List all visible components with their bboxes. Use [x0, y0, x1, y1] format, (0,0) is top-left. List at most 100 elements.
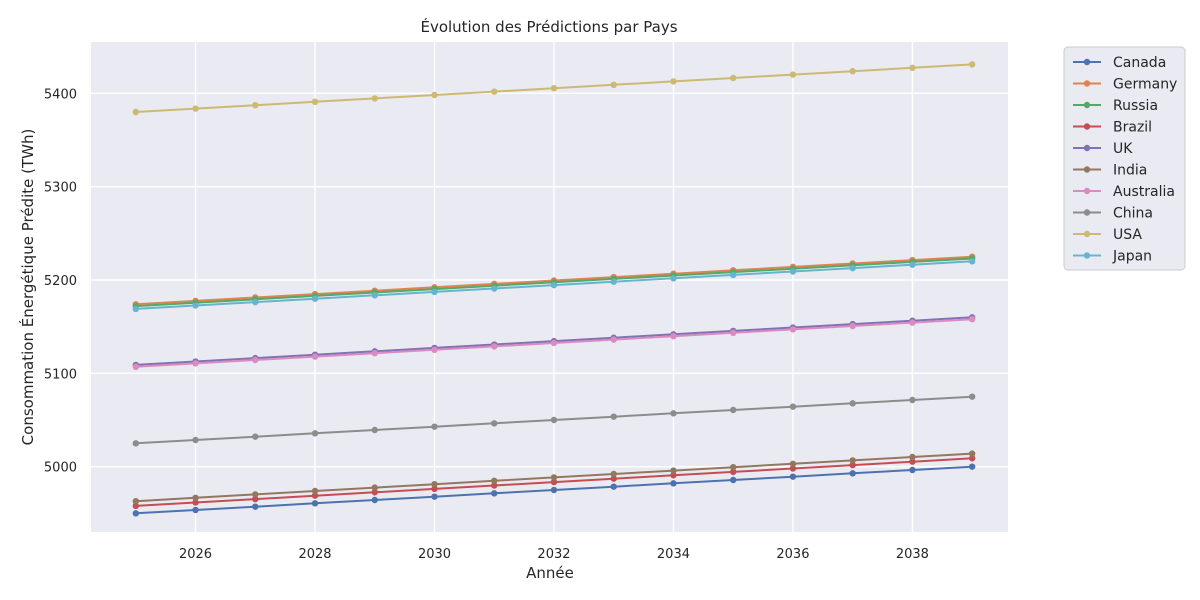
- data-point-australia: [789, 326, 797, 333]
- data-point-brazil: [252, 495, 259, 503]
- data-point-australia: [252, 356, 259, 364]
- y-tick-label: 5400: [44, 87, 77, 102]
- data-point-australia: [968, 316, 976, 323]
- data-point-usa: [909, 64, 916, 72]
- data-point-japan: [252, 298, 259, 306]
- x-axis-label: Année: [526, 564, 574, 582]
- data-point-brazil: [311, 492, 319, 499]
- data-point-usa: [311, 98, 319, 106]
- series-china: [132, 393, 976, 447]
- x-tick-label: 2032: [537, 547, 570, 562]
- y-tick-label: 5000: [44, 461, 77, 476]
- data-point-japan: [311, 295, 319, 302]
- series-australia: [132, 316, 976, 370]
- x-tick-labels: 2026 2028 2030 2032 2034 2036 2038: [179, 547, 929, 562]
- legend-item-china: China: [1073, 206, 1153, 222]
- data-point-india: [132, 498, 140, 505]
- series-brazil: [132, 455, 976, 510]
- data-point-china: [192, 436, 199, 444]
- data-point-japan: [729, 271, 737, 279]
- x-tick-label: 2038: [896, 547, 929, 562]
- data-point-india: [849, 457, 856, 464]
- data-point-usa: [729, 74, 737, 82]
- data-point-brazil: [192, 499, 199, 506]
- data-point-brazil: [849, 461, 856, 469]
- data-point-china: [789, 403, 797, 410]
- legend-label: Brazil: [1113, 120, 1152, 136]
- legend-label: Canada: [1113, 55, 1166, 71]
- plot-area-background: [91, 42, 1008, 532]
- data-point-australia: [192, 360, 199, 367]
- legend-label: UK: [1113, 141, 1133, 157]
- x-tick-label: 2026: [179, 547, 212, 562]
- data-point-japan: [670, 275, 677, 282]
- data-point-canada: [431, 493, 438, 500]
- data-point-canada: [789, 473, 797, 480]
- data-point-canada: [729, 476, 737, 484]
- data-point-japan: [132, 305, 140, 313]
- legend-swatch-marker: [1083, 187, 1091, 195]
- data-point-australia: [132, 363, 140, 370]
- data-point-usa: [252, 102, 259, 109]
- data-point-india: [729, 464, 737, 471]
- legend-label: Japan: [1112, 249, 1152, 265]
- data-point-canada: [192, 506, 199, 514]
- data-point-australia: [431, 346, 438, 353]
- y-tick-labels: 5000 5100 5200 5300 5400: [44, 87, 77, 475]
- data-point-china: [550, 416, 558, 424]
- data-point-australia: [610, 336, 617, 343]
- data-point-canada: [550, 486, 558, 494]
- data-point-australia: [491, 343, 498, 350]
- data-point-india: [431, 481, 438, 488]
- legend-box: [1063, 46, 1186, 271]
- legend-item-canada: Canada: [1073, 55, 1166, 71]
- legend-swatch-marker: [1083, 144, 1091, 152]
- data-point-china: [729, 406, 737, 414]
- series-india: [132, 450, 976, 505]
- data-point-usa: [968, 61, 976, 68]
- data-point-india: [550, 474, 558, 481]
- y-axis-label: Consommation Énergétique Prédite (TWh): [18, 129, 37, 446]
- data-point-japan: [550, 281, 558, 289]
- data-point-canada: [252, 503, 259, 510]
- legend-swatch-marker: [1083, 252, 1091, 259]
- data-point-usa: [132, 108, 140, 116]
- legend-label: China: [1113, 206, 1153, 222]
- data-point-india: [192, 494, 199, 501]
- data-point-japan: [968, 258, 976, 265]
- data-point-japan: [371, 292, 378, 299]
- data-point-india: [371, 484, 378, 491]
- data-point-japan: [431, 288, 438, 296]
- legend-label: Russia: [1113, 98, 1158, 114]
- data-point-brazil: [909, 458, 916, 465]
- data-point-india: [252, 491, 259, 498]
- data-point-canada: [371, 496, 378, 504]
- y-tick-label: 5200: [44, 274, 77, 289]
- data-point-china: [311, 430, 319, 437]
- legend-item-japan: Japan: [1073, 249, 1152, 265]
- legend-item-germany: Germany: [1073, 77, 1177, 93]
- data-point-australia: [311, 353, 319, 360]
- data-point-usa: [550, 85, 558, 92]
- data-point-brazil: [431, 485, 438, 493]
- data-point-canada: [849, 470, 856, 477]
- data-point-china: [849, 400, 856, 407]
- data-point-brazil: [550, 478, 558, 486]
- legend-swatch-marker: [1083, 166, 1091, 173]
- data-point-canada: [968, 463, 976, 470]
- data-point-usa: [610, 81, 617, 89]
- data-point-usa: [849, 68, 856, 75]
- data-point-canada: [670, 480, 677, 487]
- data-point-australia: [849, 322, 856, 330]
- legend-label: India: [1113, 163, 1147, 179]
- data-point-india: [909, 453, 916, 461]
- y-tick-label: 5100: [44, 367, 77, 382]
- data-point-india: [491, 477, 498, 484]
- x-tick-label: 2028: [298, 547, 331, 562]
- legend-item-australia: Australia: [1073, 184, 1175, 200]
- legend-item-russia: Russia: [1073, 98, 1158, 114]
- data-point-japan: [909, 261, 916, 268]
- data-point-india: [670, 467, 677, 474]
